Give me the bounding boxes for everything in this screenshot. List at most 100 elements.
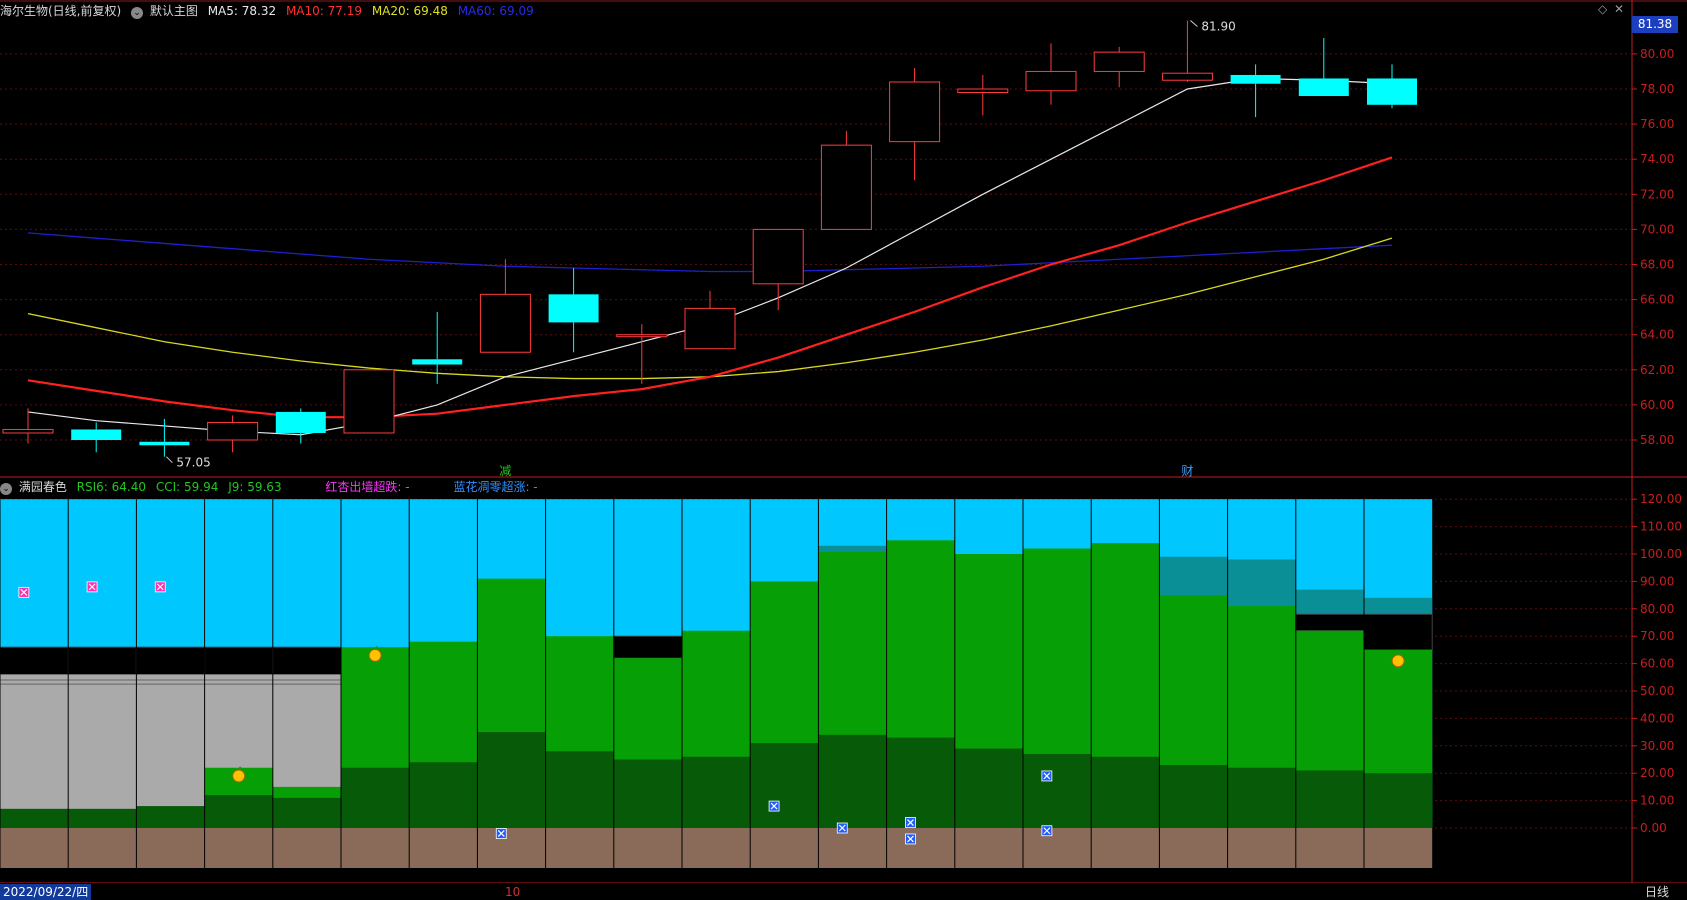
indicator-axis-label: 0.00	[1640, 821, 1667, 835]
dark-green-area	[68, 808, 137, 828]
indicator-column	[135, 499, 206, 868]
candle-body	[275, 411, 326, 433]
close-icon[interactable]: ✕	[1614, 2, 1625, 16]
candle-body	[343, 369, 395, 434]
candle	[548, 268, 599, 353]
ma60-value: MA60: 69.09	[457, 4, 534, 18]
candle-body	[139, 441, 190, 446]
candle	[957, 74, 1009, 116]
fruit-mark-leaf	[237, 766, 242, 771]
main-chart-header: 海尔生物(日线,前复权) ⌄ 默认主图 MA5: 78.32 MA10: 77.…	[0, 2, 540, 20]
ground-area	[409, 828, 478, 868]
indicator-column	[1227, 499, 1296, 868]
indicator-axis-label: 20.00	[1640, 766, 1674, 780]
indicator-column	[886, 499, 955, 868]
dark-green-area	[1023, 754, 1092, 828]
k-band	[1295, 613, 1365, 632]
indicator-column	[613, 499, 683, 868]
ma5-value: MA5: 78.32	[207, 4, 277, 18]
indicator-column	[749, 499, 819, 868]
ground-area	[1295, 828, 1364, 868]
indicator-column	[954, 499, 1023, 868]
blue-signal-mark-x	[497, 830, 505, 837]
candle-body	[71, 429, 122, 440]
candle	[752, 228, 804, 311]
indicator-axis-label: 90.00	[1640, 574, 1674, 588]
dark-green-area	[1159, 764, 1228, 828]
indicator-column	[476, 499, 546, 868]
indicator-axis-label: 10.00	[1640, 794, 1674, 808]
candle	[1230, 64, 1281, 118]
dark-green-area	[1091, 756, 1160, 828]
j9-value: J9: 59.63	[228, 480, 282, 494]
price-axis-label: 74.00	[1640, 152, 1674, 166]
cursor-date: 2022/09/22/四	[0, 884, 92, 900]
chart-mode-label[interactable]: 默认主图	[149, 4, 198, 18]
candle	[684, 290, 736, 350]
candle	[2, 408, 54, 444]
indicator-column	[204, 499, 274, 868]
price-axis-label: 64.00	[1640, 328, 1674, 342]
dark-green-area	[613, 759, 682, 828]
dark-green-area	[409, 762, 478, 828]
indicator-column	[681, 499, 751, 868]
indicator-axis-label: 110.00	[1640, 520, 1682, 534]
ground-area	[682, 828, 751, 868]
candle-body	[1230, 74, 1281, 84]
chart-mode-icon[interactable]: ⌄	[131, 7, 144, 19]
candle	[71, 422, 122, 453]
month-tick: 10	[505, 885, 521, 899]
pink-signal-mark	[86, 581, 98, 593]
dark-green-area	[750, 743, 819, 828]
candle-body	[207, 421, 259, 441]
indicator-column	[545, 499, 614, 868]
cci-value: CCI: 59.94	[155, 480, 219, 494]
candle-body	[1025, 70, 1077, 92]
candle	[343, 369, 395, 434]
ground-area	[1023, 828, 1092, 868]
candle-body	[957, 88, 1009, 94]
indicator-column	[272, 499, 342, 868]
indicator-axis-label: 100.00	[1640, 547, 1682, 561]
candle-body	[1298, 78, 1349, 97]
candle-body	[684, 307, 736, 350]
price-axis-label: 66.00	[1640, 293, 1674, 307]
diamond-icon[interactable]: ◇	[1598, 2, 1608, 16]
teal-area	[818, 545, 887, 552]
blue-signal-mark	[905, 833, 916, 845]
ma10-line	[27, 156, 1393, 419]
last-price-tag: 81.38	[1632, 16, 1678, 33]
k-band	[0, 646, 69, 676]
dark-green-area	[477, 732, 546, 828]
pink-signal-mark	[154, 581, 166, 593]
dark-green-area	[204, 795, 273, 828]
candle-body	[1367, 78, 1417, 105]
blue-signal-mark	[768, 800, 780, 812]
indicator-column	[1090, 499, 1160, 868]
indicator-name[interactable]: 满园春色	[18, 480, 67, 494]
candle	[479, 259, 531, 353]
pink-signal-mark	[18, 586, 30, 598]
ground-area	[0, 828, 69, 868]
indicator-header: ⌄ 满园春色 RSI6: 64.40 CCI: 59.94 J9: 59.63 …	[0, 478, 544, 496]
indicator-column	[1363, 499, 1433, 868]
blue-signal-mark-x	[838, 824, 846, 832]
teal-area	[1159, 556, 1228, 596]
indicator-axis-label: 120.00	[1640, 492, 1682, 506]
indicator-column	[1022, 499, 1092, 868]
period-label[interactable]: 日线	[1645, 885, 1670, 899]
indicator-menu-icon[interactable]: ⌄	[0, 483, 12, 495]
ground-area	[750, 828, 819, 868]
fruit-mark	[1391, 651, 1405, 668]
candle	[820, 131, 872, 230]
gray-area	[0, 674, 69, 828]
blue-signal-mark-x	[907, 819, 914, 826]
dark-green-area	[1295, 770, 1364, 828]
fruit-mark	[232, 766, 246, 783]
blue-signal-mark	[836, 822, 848, 834]
candle-body	[752, 228, 804, 285]
teal-area	[1227, 559, 1296, 607]
gray-area	[68, 674, 137, 828]
candle-body	[1093, 51, 1145, 72]
